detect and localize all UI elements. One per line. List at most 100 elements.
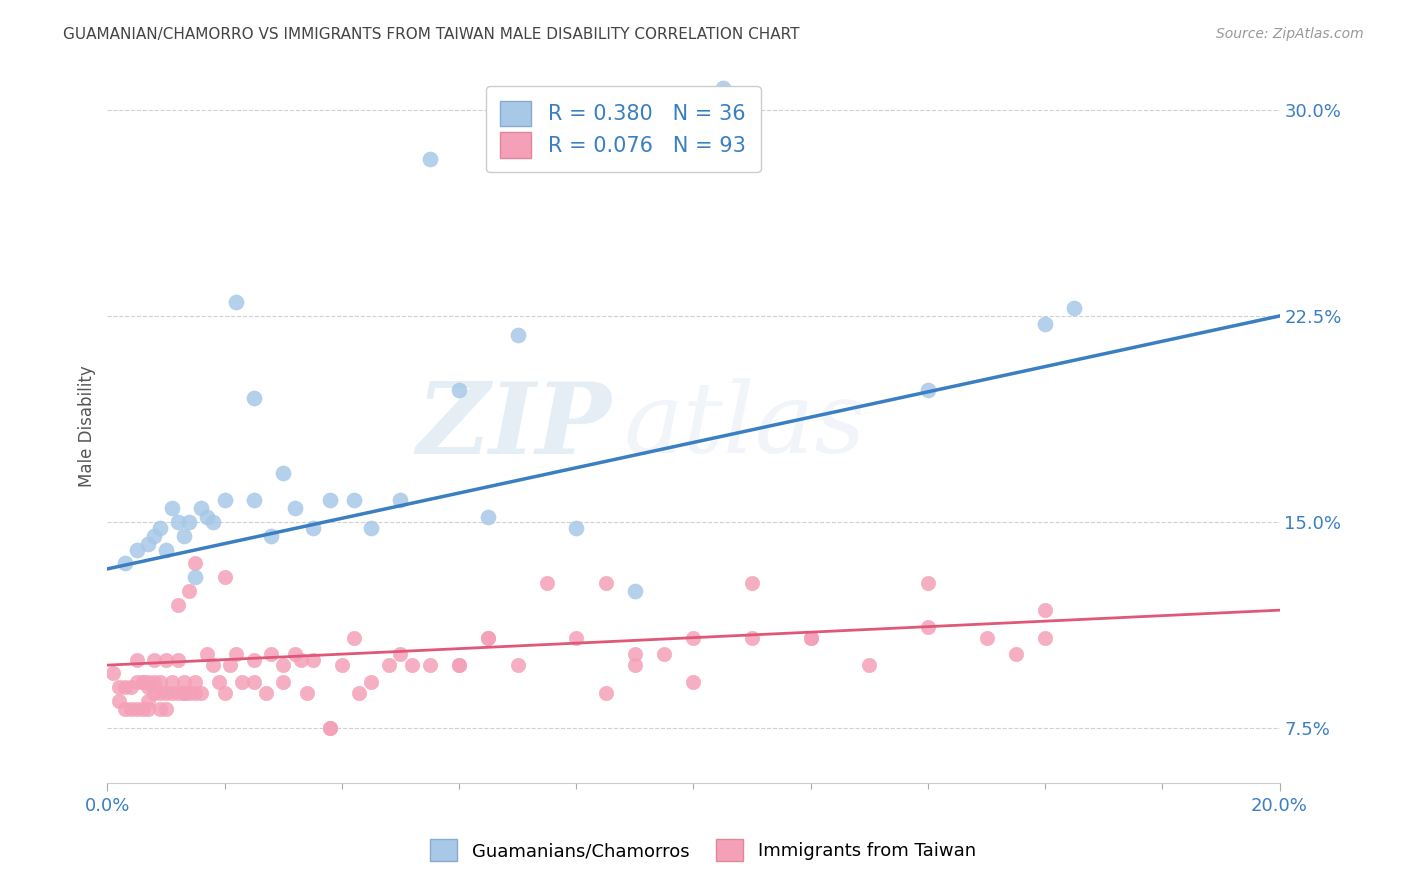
- Point: [108, 694, 131, 708]
- Point: [214, 685, 236, 699]
- Point: [190, 685, 212, 699]
- Point: [506, 658, 529, 673]
- Point: [155, 685, 177, 699]
- Point: [125, 653, 148, 667]
- Point: [149, 685, 172, 699]
- Point: [131, 702, 153, 716]
- Point: [184, 570, 207, 584]
- Point: [173, 529, 195, 543]
- Point: [1033, 317, 1056, 331]
- Point: [1033, 603, 1056, 617]
- Point: [149, 674, 172, 689]
- Point: [682, 631, 704, 645]
- Point: [682, 674, 704, 689]
- Point: [342, 493, 364, 508]
- Point: [155, 542, 177, 557]
- Point: [160, 674, 183, 689]
- Point: [1004, 647, 1026, 661]
- Point: [477, 509, 499, 524]
- Point: [284, 501, 307, 516]
- Text: GUAMANIAN/CHAMORRO VS IMMIGRANTS FROM TAIWAN MALE DISABILITY CORRELATION CHART: GUAMANIAN/CHAMORRO VS IMMIGRANTS FROM TA…: [63, 27, 800, 42]
- Point: [741, 575, 763, 590]
- Point: [114, 680, 136, 694]
- Point: [1033, 631, 1056, 645]
- Text: ZIP: ZIP: [416, 377, 612, 475]
- Point: [131, 674, 153, 689]
- Point: [120, 680, 142, 694]
- Point: [342, 631, 364, 645]
- Point: [195, 647, 218, 661]
- Point: [184, 557, 207, 571]
- Point: [173, 685, 195, 699]
- Point: [201, 515, 224, 529]
- Point: [125, 674, 148, 689]
- Point: [290, 653, 312, 667]
- Point: [301, 653, 323, 667]
- Point: [173, 685, 195, 699]
- Point: [160, 685, 183, 699]
- Point: [595, 575, 617, 590]
- Point: [917, 620, 939, 634]
- Point: [243, 653, 266, 667]
- Point: [360, 521, 382, 535]
- Point: [243, 493, 266, 508]
- Point: [319, 722, 342, 736]
- Point: [173, 674, 195, 689]
- Point: [166, 685, 188, 699]
- Point: [506, 328, 529, 343]
- Point: [114, 557, 136, 571]
- Y-axis label: Male Disability: Male Disability: [79, 365, 96, 487]
- Point: [595, 685, 617, 699]
- Point: [166, 653, 188, 667]
- Point: [917, 575, 939, 590]
- Point: [858, 658, 880, 673]
- Point: [120, 702, 142, 716]
- Point: [190, 501, 212, 516]
- Point: [360, 674, 382, 689]
- Point: [389, 647, 412, 661]
- Point: [377, 658, 399, 673]
- Point: [138, 537, 160, 551]
- Point: [447, 658, 470, 673]
- Point: [125, 542, 148, 557]
- Point: [624, 583, 647, 598]
- Point: [114, 702, 136, 716]
- Point: [284, 647, 307, 661]
- Point: [401, 658, 423, 673]
- Point: [800, 631, 823, 645]
- Point: [143, 685, 166, 699]
- Point: [419, 658, 441, 673]
- Point: [166, 598, 188, 612]
- Point: [125, 702, 148, 716]
- Point: [389, 493, 412, 508]
- Point: [208, 674, 231, 689]
- Point: [138, 694, 160, 708]
- Point: [143, 529, 166, 543]
- Point: [231, 674, 253, 689]
- Point: [330, 658, 353, 673]
- Point: [917, 383, 939, 397]
- Point: [214, 570, 236, 584]
- Point: [295, 685, 318, 699]
- Point: [160, 501, 183, 516]
- Point: [138, 674, 160, 689]
- Legend: Guamanians/Chamorros, Immigrants from Taiwan: Guamanians/Chamorros, Immigrants from Ta…: [419, 829, 987, 872]
- Point: [260, 529, 283, 543]
- Point: [108, 680, 131, 694]
- Point: [184, 674, 207, 689]
- Point: [271, 658, 294, 673]
- Point: [225, 295, 247, 310]
- Point: [131, 674, 153, 689]
- Point: [271, 674, 294, 689]
- Point: [1063, 301, 1085, 315]
- Point: [143, 653, 166, 667]
- Point: [624, 647, 647, 661]
- Point: [201, 658, 224, 673]
- Point: [349, 685, 371, 699]
- Point: [477, 631, 499, 645]
- Point: [565, 631, 588, 645]
- Point: [624, 658, 647, 673]
- Point: [260, 647, 283, 661]
- Point: [103, 666, 125, 681]
- Point: [243, 674, 266, 689]
